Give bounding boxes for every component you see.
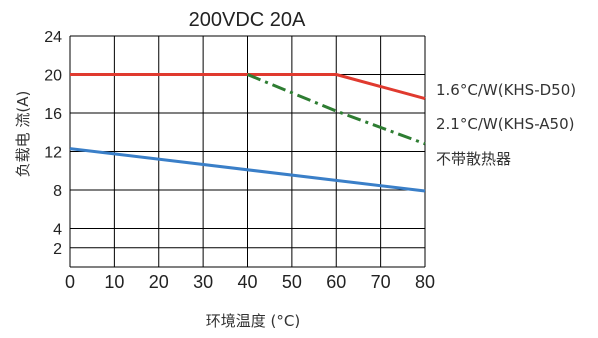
y-tick-label: 4: [53, 222, 62, 239]
series-line-3: [69, 147, 426, 193]
x-tick-label: 80: [415, 272, 435, 292]
x-tick-label: 0: [65, 272, 75, 292]
legend: 1.6°C/W(KHS-D50) 2.1°C/W(KHS-A50) 不带散热器: [436, 81, 576, 168]
grid: [69, 35, 426, 268]
y-axis-label: 负载电 流(A): [14, 91, 32, 178]
series-layer: [69, 73, 426, 193]
x-tick-label: 30: [193, 272, 213, 292]
chart-title: 200VDC 20A: [189, 9, 306, 31]
x-tick-label: 40: [237, 272, 257, 292]
y-tick-label: 12: [44, 145, 62, 162]
y-tick-label: 8: [53, 183, 62, 200]
x-tick-label: 70: [371, 272, 391, 292]
x-tick-label: 50: [282, 272, 302, 292]
y-tick-label: 2: [53, 241, 62, 258]
series-label-3: 不带散热器: [436, 150, 511, 168]
series-line-1: [70, 73, 426, 101]
series-label-1: 1.6°C/W(KHS-D50): [436, 81, 576, 99]
x-tick-label: 10: [104, 272, 124, 292]
series-label-2: 2.1°C/W(KHS-A50): [436, 115, 575, 133]
x-axis-label: 环境温度 (°C): [206, 312, 300, 330]
y-tick-label: 20: [44, 68, 62, 85]
x-tick-label: 60: [326, 272, 346, 292]
x-tick-label: 20: [149, 272, 169, 292]
series-line-2: [246, 73, 426, 146]
y-tick-label: 16: [44, 106, 62, 123]
y-tick-label: 24: [44, 29, 62, 46]
